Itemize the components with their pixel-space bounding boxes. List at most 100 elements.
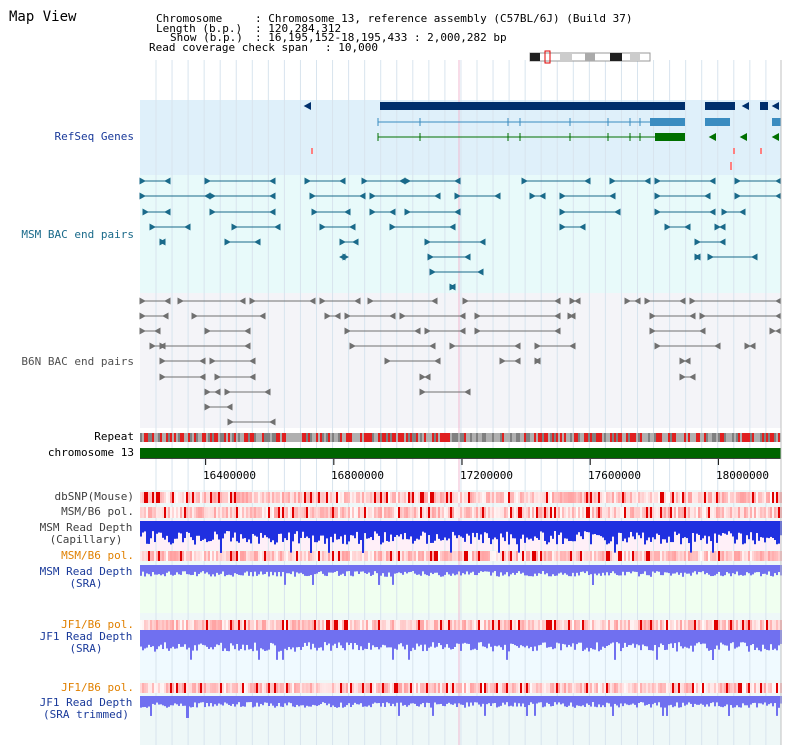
bac-end-marker[interactable] [654, 208, 661, 216]
bac-end-marker[interactable] [319, 297, 326, 305]
bac-end-marker[interactable] [159, 238, 166, 246]
bac-end-marker[interactable] [654, 192, 661, 200]
track-label-msm-b6-pol[interactable]: MSM/B6 pol. [61, 505, 134, 518]
bac-end-marker[interactable] [449, 342, 456, 350]
bac-end-marker[interactable] [319, 223, 326, 231]
bac-end-marker[interactable] [664, 223, 671, 231]
bac-end-marker[interactable] [214, 373, 221, 381]
bac-end-marker[interactable] [704, 192, 711, 200]
bac-end-marker[interactable] [574, 297, 581, 305]
bac-end-marker[interactable] [464, 388, 471, 396]
bac-end-marker[interactable] [334, 312, 341, 320]
bac-end-marker[interactable] [311, 208, 318, 216]
track-label-msm-read-depth-sra[interactable]: MSM Read Depth [39, 565, 133, 578]
bac-end-marker[interactable] [459, 312, 466, 320]
bac-end-marker[interactable] [684, 357, 691, 365]
bac-end-marker[interactable] [239, 297, 246, 305]
bac-end-marker[interactable] [164, 177, 171, 185]
bac-end-marker[interactable] [709, 177, 716, 185]
bac-end-marker[interactable] [142, 208, 149, 216]
bac-end-marker[interactable] [694, 238, 701, 246]
bac-end-marker[interactable] [775, 192, 782, 200]
refseq-exon[interactable] [705, 118, 730, 126]
bac-end-marker[interactable] [419, 388, 426, 396]
bac-end-marker[interactable] [199, 373, 206, 381]
bac-end-marker[interactable] [649, 312, 656, 320]
bac-end-marker[interactable] [424, 238, 431, 246]
bac-end-marker[interactable] [474, 312, 481, 320]
track-label-repeat[interactable]: Repeat [94, 430, 134, 443]
bac-end-marker[interactable] [226, 403, 233, 411]
bac-end-marker[interactable] [227, 418, 234, 426]
bac-end-marker[interactable] [654, 342, 661, 350]
bac-end-marker[interactable] [309, 192, 316, 200]
bac-end-marker[interactable] [741, 102, 749, 110]
bac-end-marker[interactable] [361, 177, 368, 185]
refseq-exon[interactable] [772, 118, 781, 126]
bac-end-marker[interactable] [424, 373, 431, 381]
bac-end-marker[interactable] [529, 192, 536, 200]
bac-end-marker[interactable] [584, 177, 591, 185]
bac-end-marker[interactable] [569, 297, 576, 305]
bac-end-marker[interactable] [404, 177, 411, 185]
bac-end-marker[interactable] [149, 223, 156, 231]
bac-end-marker[interactable] [454, 208, 461, 216]
track-label-refseq-genes[interactable]: RefSeq Genes [54, 130, 134, 143]
bac-end-marker[interactable] [344, 327, 351, 335]
track-label-chromosome[interactable]: chromosome 13 [47, 446, 134, 459]
bac-end-marker[interactable] [709, 208, 716, 216]
bac-end-marker[interactable] [244, 327, 251, 335]
bac-end-marker[interactable] [684, 223, 691, 231]
bac-end-marker[interactable] [191, 312, 198, 320]
bac-end-marker[interactable] [269, 208, 276, 216]
bac-end-marker[interactable] [349, 223, 356, 231]
bac-end-marker[interactable] [389, 208, 396, 216]
bac-end-marker[interactable] [707, 253, 714, 261]
bac-end-marker[interactable] [431, 297, 438, 305]
bac-end-marker[interactable] [644, 177, 651, 185]
bac-end-marker[interactable] [454, 177, 461, 185]
bac-end-marker[interactable] [209, 208, 216, 216]
bac-end-marker[interactable] [499, 357, 506, 365]
bac-end-marker[interactable] [389, 223, 396, 231]
refseq-exon[interactable] [650, 118, 685, 126]
bac-end-marker[interactable] [689, 312, 696, 320]
bac-end-marker[interactable] [269, 177, 276, 185]
bac-end-marker[interactable] [534, 357, 541, 365]
bac-end-marker[interactable] [714, 223, 721, 231]
bac-end-marker[interactable] [609, 192, 616, 200]
track-label-jf1-read-depth-trimmed[interactable]: JF1 Read Depth [39, 696, 133, 709]
bac-end-marker[interactable] [449, 283, 456, 291]
bac-end-marker[interactable] [689, 373, 696, 381]
bac-end-marker[interactable] [739, 133, 747, 141]
bac-end-marker[interactable] [244, 342, 251, 350]
bac-end-marker[interactable] [384, 357, 391, 365]
bac-end-marker[interactable] [404, 208, 411, 216]
bac-end-marker[interactable] [654, 177, 661, 185]
bac-end-marker[interactable] [149, 342, 156, 350]
bac-end-marker[interactable] [714, 342, 721, 350]
bac-end-marker[interactable] [477, 268, 484, 276]
bac-end-marker[interactable] [771, 133, 779, 141]
bac-end-marker[interactable] [254, 238, 261, 246]
bac-end-marker[interactable] [699, 327, 706, 335]
bac-end-marker[interactable] [559, 223, 566, 231]
bac-end-marker[interactable] [344, 208, 351, 216]
bac-end-marker[interactable] [464, 253, 471, 261]
bac-end-marker[interactable] [771, 102, 779, 110]
bac-end-marker[interactable] [634, 297, 641, 305]
track-label-jf1-b6-pol-2[interactable]: JF1/B6 pol. [61, 681, 134, 694]
bac-end-marker[interactable] [689, 297, 696, 305]
bac-end-marker[interactable] [739, 208, 746, 216]
bac-end-marker[interactable] [459, 327, 466, 335]
bac-end-marker[interactable] [644, 297, 651, 305]
bac-end-marker[interactable] [154, 327, 161, 335]
bac-end-marker[interactable] [249, 357, 256, 365]
bac-end-marker[interactable] [769, 327, 776, 335]
bac-end-marker[interactable] [159, 357, 166, 365]
bac-end-marker[interactable] [304, 177, 311, 185]
bac-end-marker[interactable] [775, 312, 782, 320]
bac-end-marker[interactable] [139, 312, 146, 320]
bac-end-marker[interactable] [159, 373, 166, 381]
